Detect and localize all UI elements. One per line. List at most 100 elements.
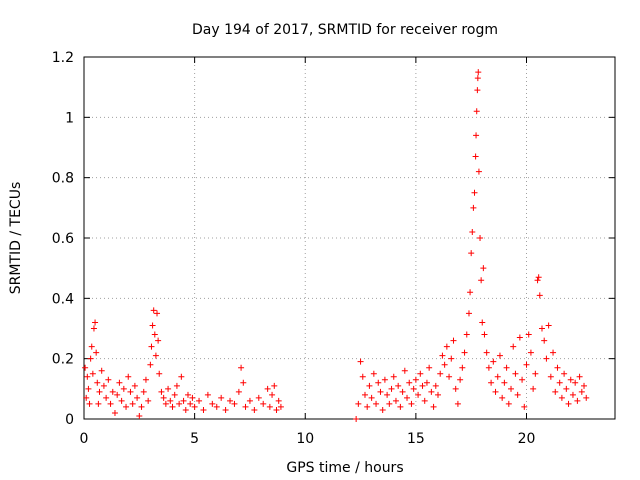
data-point (465, 310, 472, 317)
data-point (475, 69, 482, 76)
data-point (255, 394, 262, 401)
data-point (204, 391, 211, 398)
data-point (581, 382, 588, 389)
data-point (176, 400, 183, 407)
data-point (95, 400, 102, 407)
data-point (567, 376, 574, 383)
data-point (381, 376, 388, 383)
data-point (364, 403, 371, 410)
data-point (155, 337, 162, 344)
data-point (386, 400, 393, 407)
data-point (184, 391, 191, 398)
data-point (576, 373, 583, 380)
data-point (556, 379, 563, 386)
data-point (496, 352, 503, 359)
data-point (439, 352, 446, 359)
data-point (83, 394, 90, 401)
data-point (454, 400, 461, 407)
data-point (399, 388, 406, 395)
data-point (264, 385, 271, 392)
data-point (475, 168, 482, 175)
data-point (463, 331, 470, 338)
data-point (477, 235, 484, 241)
data-point (150, 307, 157, 314)
data-point (494, 373, 501, 380)
data-point (98, 367, 105, 374)
x-tick-label: 15 (407, 431, 425, 447)
data-point (260, 400, 267, 407)
data-point (379, 406, 386, 413)
data-point (410, 385, 417, 392)
data-point (218, 394, 225, 401)
data-point (93, 349, 100, 356)
data-point (578, 388, 585, 395)
data-point (242, 403, 249, 410)
data-point (273, 406, 280, 413)
data-point (235, 388, 242, 395)
data-point (492, 388, 499, 395)
data-point (406, 379, 413, 386)
chart-title: Day 194 of 2017, SRMTID for receiver rog… (192, 22, 498, 38)
data-point (90, 325, 97, 332)
data-point (246, 397, 253, 404)
data-point (145, 397, 152, 404)
data-point (86, 400, 93, 407)
data-point (452, 385, 459, 392)
data-point (96, 388, 103, 395)
data-point (277, 403, 284, 410)
data-point (412, 376, 419, 383)
data-point (103, 394, 110, 401)
data-point (105, 376, 112, 383)
data-point (519, 376, 526, 383)
data-point (238, 364, 245, 371)
data-point (499, 394, 506, 401)
data-point (125, 373, 132, 380)
data-point (134, 394, 141, 401)
data-point (160, 394, 167, 401)
data-point (231, 400, 238, 407)
data-point (417, 370, 424, 377)
data-point (88, 343, 95, 350)
data-point (180, 397, 187, 404)
data-point (404, 394, 411, 401)
data-point (478, 277, 485, 284)
data-point (148, 343, 155, 350)
data-point (209, 400, 216, 407)
data-point (123, 403, 130, 410)
data-point (395, 382, 402, 389)
data-point (457, 376, 464, 383)
data-point (547, 373, 554, 380)
data-point (534, 277, 541, 284)
data-point (415, 391, 422, 398)
data-point (222, 406, 229, 413)
data-point (481, 331, 488, 338)
data-point (152, 352, 159, 359)
data-point (392, 397, 399, 404)
data-point (563, 385, 570, 392)
data-point (479, 319, 486, 326)
data-point (512, 370, 519, 377)
data-point (82, 364, 89, 371)
data-point (361, 391, 368, 398)
data-point (503, 364, 510, 371)
data-point (111, 409, 118, 416)
data-point (510, 343, 517, 350)
data-point (191, 403, 198, 410)
data-point (426, 364, 433, 371)
data-points (82, 69, 590, 422)
data-point (353, 416, 360, 422)
data-point (558, 394, 565, 401)
data-point (583, 394, 590, 401)
data-point (147, 361, 154, 368)
data-point (129, 400, 136, 407)
data-point (227, 397, 234, 404)
y-tick-label: 0.6 (52, 231, 74, 247)
data-point (473, 108, 480, 115)
data-point (169, 403, 176, 410)
data-point (142, 376, 149, 383)
data-point (182, 406, 189, 413)
data-point (472, 153, 479, 160)
data-point (149, 322, 156, 329)
data-point (543, 355, 550, 362)
data-point (474, 87, 481, 94)
